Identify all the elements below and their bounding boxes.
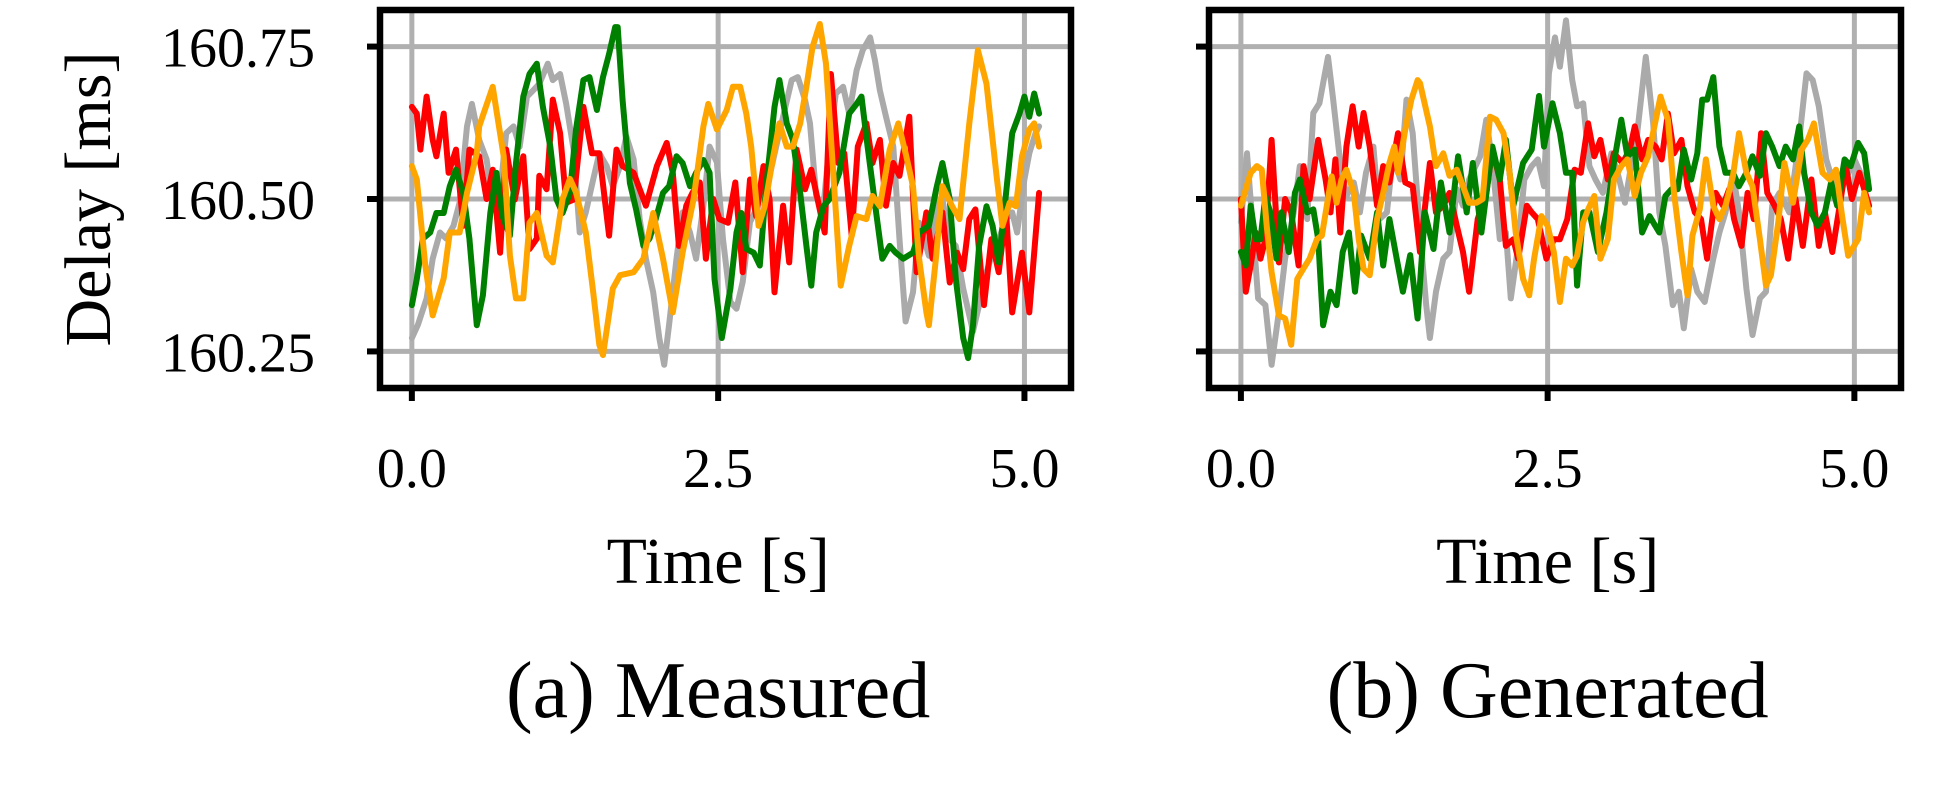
x-tick-label: 5.0	[1819, 438, 1889, 500]
x-tick-label: 2.5	[683, 438, 753, 500]
series-line-green	[1237, 74, 1873, 329]
x-tick-labels: 0.0 2.5 5.0	[1206, 438, 1889, 500]
x-tick-label: 2.5	[1513, 438, 1583, 500]
y-tick-labels: 160.75 160.50 160.25	[161, 18, 315, 385]
panel-generated: 0.0 2.5 5.0 Time [s] (b) Generated	[1196, 6, 1905, 735]
ticks	[367, 43, 1028, 401]
y-tick-label: 160.50	[161, 170, 315, 232]
panel-caption: (b) Generated	[1327, 647, 1769, 735]
y-axis-label: Delay [ms]	[52, 51, 125, 346]
x-tick-labels: 0.0 2.5 5.0	[377, 438, 1060, 500]
x-axis-label: Time [s]	[1436, 525, 1659, 598]
series-line-green	[408, 24, 1043, 362]
x-tick-label: 0.0	[377, 438, 447, 500]
panel-caption: (a) Measured	[506, 647, 930, 735]
series-line-orange	[408, 21, 1043, 359]
panel-measured: 160.75 160.50 160.25 0.0 2.5 5.0 Time [s…	[52, 6, 1075, 735]
series-lines	[408, 21, 1043, 368]
x-axis-label: Time [s]	[607, 525, 830, 598]
x-tick-label: 0.0	[1206, 438, 1276, 500]
series-line-orange	[1237, 77, 1873, 348]
series-lines	[1237, 17, 1873, 368]
y-tick-label: 160.75	[161, 18, 315, 80]
x-tick-label: 5.0	[989, 438, 1059, 500]
ticks	[1196, 43, 1858, 401]
y-tick-label: 160.25	[161, 322, 315, 384]
